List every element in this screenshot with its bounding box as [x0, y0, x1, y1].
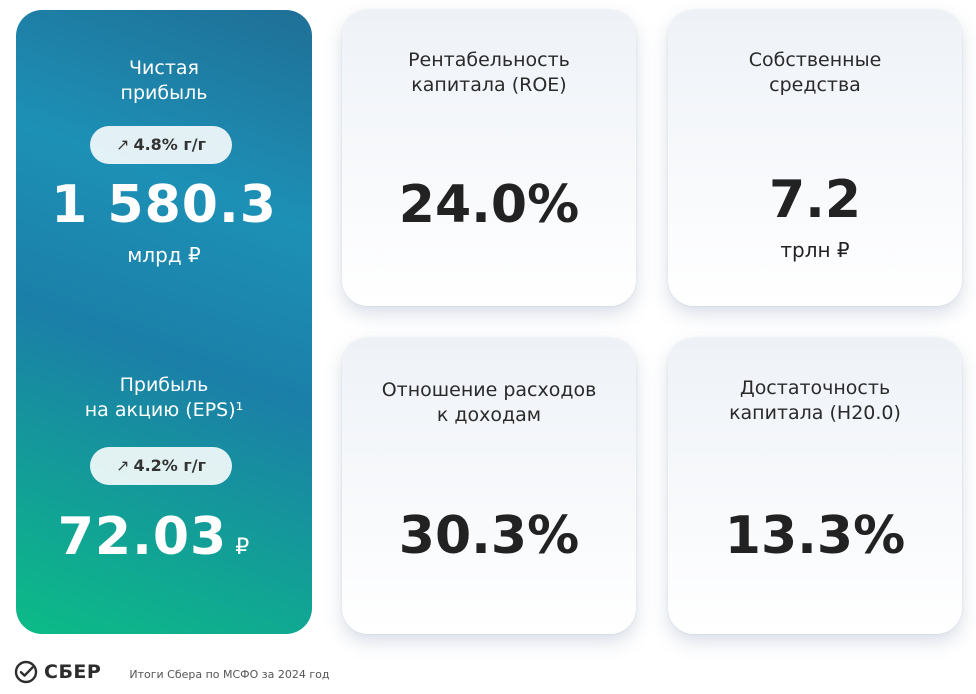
hero-card: Чистая прибыль ↗ 4.8% г/г 1 580.3 млрд ₽ …: [16, 10, 312, 634]
equity-title-line2: средства: [769, 74, 861, 96]
roe-title-line2: капитала (ROE): [411, 74, 567, 96]
roe-card: Рентабельность капитала (ROE) 24.0%: [342, 10, 636, 306]
arrow-up-right-icon: ↗: [116, 456, 130, 475]
net-profit-change-badge: ↗ 4.8% г/г: [90, 126, 232, 164]
net-profit-title-line2: прибыль: [120, 82, 208, 104]
eps-title-line1: Прибыль: [119, 374, 209, 396]
capital-title-line2: капитала (Н20.0): [729, 402, 901, 424]
footer-text: Итоги Сбера по МСФО за 2024 год: [129, 667, 330, 681]
roe-value: 24.0%: [398, 175, 580, 235]
cir-value: 30.3%: [398, 506, 580, 566]
eps-change: 4.2% г/г: [133, 456, 206, 475]
equity-card: Собственные средства 7.2 трлн ₽: [668, 10, 962, 306]
net-profit-change: 4.8% г/г: [133, 135, 206, 154]
net-profit-unit: млрд ₽: [127, 243, 201, 267]
sber-logo-icon: [14, 660, 38, 684]
eps-title-line2: на акцию (EPS)¹: [84, 399, 244, 421]
eps-unit: ₽: [235, 535, 251, 560]
eps-change-badge: ↗ 4.2% г/г: [90, 447, 232, 485]
equity-title-line1: Собственные: [748, 49, 882, 71]
cir-title-line2: к доходам: [436, 404, 542, 426]
capital-adequacy-card: Достаточность капитала (Н20.0) 13.3%: [668, 338, 962, 634]
brand-name: СБЕР: [44, 661, 102, 683]
cost-income-card: Отношение расходов к доходам 30.3%: [342, 338, 636, 634]
arrow-up-right-icon: ↗: [116, 135, 130, 154]
eps-value-row: 72.03 ₽: [6, 507, 302, 567]
net-profit-value: 1 580.3: [51, 175, 277, 235]
cir-title-line1: Отношение расходов: [381, 379, 597, 401]
capital-value: 13.3%: [724, 506, 906, 566]
footer: СБЕР Итоги Сбера по МСФО за 2024 год: [14, 660, 330, 684]
eps-value: 72.03: [57, 507, 228, 567]
capital-title-line1: Достаточность: [739, 377, 891, 399]
equity-unit: трлн ₽: [780, 238, 850, 262]
equity-value: 7.2: [768, 170, 862, 230]
roe-title-line1: Рентабельность: [408, 49, 570, 71]
net-profit-title-line1: Чистая: [129, 57, 199, 79]
